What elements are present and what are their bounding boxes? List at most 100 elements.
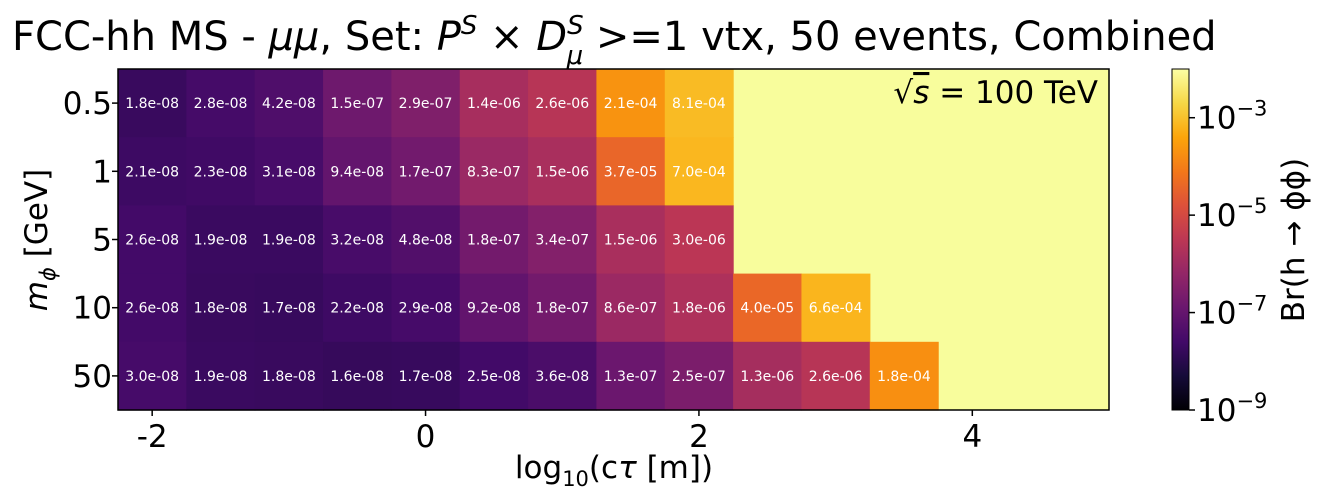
heatmap-cell: [664, 69, 734, 138]
y-tick-label: 50: [73, 359, 112, 395]
cell-value-label: 1.7e-08: [262, 301, 316, 317]
heatmap-cell: [186, 69, 256, 138]
heatmap-cell: [459, 273, 529, 343]
heatmap-cell: [664, 341, 734, 411]
cell-value-label: 1.8e-07: [535, 301, 589, 317]
colorbar-tick-label: 10−3: [1197, 97, 1267, 137]
heatmap-cell: [118, 137, 187, 206]
heatmap-cell: [254, 273, 324, 343]
heatmap-cell: [459, 69, 529, 138]
cell-value-label: 6.6e-04: [809, 301, 863, 317]
heatmap-cell: [118, 205, 187, 275]
cell-value-label: 2.6e-06: [535, 96, 589, 112]
heatmap-cell: [733, 341, 803, 411]
heatmap-cell: [391, 205, 461, 275]
x-axis-label: log10(cτ [m]): [515, 450, 713, 491]
heatmap-cell: [391, 341, 461, 411]
cell-value-label: 1.9e-08: [194, 369, 248, 385]
colorbar: [1171, 68, 1190, 411]
heatmap-cell: [323, 205, 392, 275]
heatmap-cell: [254, 205, 324, 275]
cell-value-label: 4.2e-08: [262, 96, 316, 112]
heatmap-cell: [528, 341, 598, 411]
cell-value-label: 1.9e-08: [262, 233, 316, 249]
heatmap-cell: [391, 137, 461, 206]
heatmap-cell: [869, 341, 939, 411]
x-tick-label: 2: [689, 419, 709, 455]
cell-value-label: 1.8e-06: [672, 301, 726, 317]
y-axis-label: mϕ [GeV]: [19, 169, 60, 311]
cell-value-label: 2.1e-08: [125, 164, 179, 180]
heatmap-cell: [459, 205, 529, 275]
cell-value-label: 3.0e-08: [125, 369, 179, 385]
x-tick-label: -2: [137, 419, 168, 455]
heatmap-cell: [596, 341, 666, 411]
cell-value-label: 1.5e-06: [604, 233, 658, 249]
heatmap-cell: [254, 137, 324, 206]
cell-value-label: 2.5e-08: [467, 369, 521, 385]
cell-value-label: 1.8e-08: [262, 369, 316, 385]
heatmap-cell: [596, 205, 666, 275]
y-tick-label: 10: [73, 291, 112, 327]
cell-value-label: 9.2e-08: [467, 301, 521, 317]
heatmap-cell: [323, 69, 392, 138]
heatmap-cell: [254, 69, 324, 138]
heatmap-cell: [801, 273, 871, 343]
heatmap-cell: [118, 341, 187, 411]
cell-value-label: 2.2e-08: [330, 301, 384, 317]
heatmap-cell: [186, 341, 256, 411]
cell-value-label: 3.1e-08: [262, 164, 316, 180]
heatmap-cell: [733, 273, 803, 343]
heatmap-cell: [118, 273, 187, 343]
heatmap-cell: [254, 341, 324, 411]
cell-value-label: 1.8e-08: [125, 96, 179, 112]
heatmap-cell: [528, 69, 598, 138]
cell-value-label: 1.6e-08: [330, 369, 384, 385]
cell-value-label: 1.8e-08: [194, 301, 248, 317]
heatmap-cell: [391, 69, 461, 138]
heatmap-cell: [528, 205, 598, 275]
colorbar-tick-label: 10−5: [1197, 194, 1267, 234]
heatmap-cells: [118, 69, 939, 411]
colorbar-tick-label: 10−9: [1197, 389, 1267, 429]
energy-annotation: √s = 100 TeV: [893, 75, 1098, 111]
cell-value-label: 2.9e-07: [399, 96, 453, 112]
cell-value-label: 3.7e-05: [604, 164, 658, 180]
cell-value-label: 1.5e-06: [535, 164, 589, 180]
cell-value-label: 9.4e-08: [330, 164, 384, 180]
cell-value-label: 2.3e-08: [194, 164, 248, 180]
y-tick-label: 0.5: [63, 86, 112, 122]
cell-value-label: 4.0e-05: [740, 301, 794, 317]
heatmap-cell: [528, 273, 598, 343]
heatmap-cell: [596, 273, 666, 343]
cell-value-label: 4.8e-08: [399, 233, 453, 249]
cell-value-label: 1.8e-04: [877, 369, 931, 385]
heatmap-cell: [664, 273, 734, 343]
heatmap-cell: [801, 341, 871, 411]
heatmap-cell: [596, 69, 666, 138]
cell-value-label: 2.6e-06: [809, 369, 863, 385]
colorbar-tick-label: 10−7: [1197, 292, 1267, 332]
cell-value-label: 1.7e-07: [399, 164, 453, 180]
cell-value-label: 2.9e-08: [399, 301, 453, 317]
cell-value-label: 3.6e-08: [535, 369, 589, 385]
heatmap-cell: [459, 137, 529, 206]
cell-value-label: 1.5e-07: [330, 96, 384, 112]
cell-value-label: 3.2e-08: [330, 233, 384, 249]
colorbar-label: Br(h → ϕϕ): [1276, 158, 1312, 322]
cell-value-label: 1.7e-08: [399, 369, 453, 385]
chart-title: FCC-hh MS - μμ, Set: PS × DS μ >=1 vtx, 5…: [12, 11, 1217, 71]
x-tick-label: 0: [416, 419, 436, 455]
heatmap-cell: [186, 137, 256, 206]
cell-value-label: 8.3e-07: [467, 164, 521, 180]
cell-value-label: 8.1e-04: [672, 96, 726, 112]
cell-value-label: 8.6e-07: [604, 301, 658, 317]
heatmap-cell: [596, 137, 666, 206]
cell-value-label: 1.3e-06: [740, 369, 794, 385]
cell-value-label: 2.8e-08: [194, 96, 248, 112]
colorbar-ticks: 10−3 10−5 10−7 10−9: [1189, 97, 1267, 429]
heatmap-cell: [528, 137, 598, 206]
heatmap-cell: [186, 205, 256, 275]
cell-value-label: 2.1e-04: [604, 96, 658, 112]
